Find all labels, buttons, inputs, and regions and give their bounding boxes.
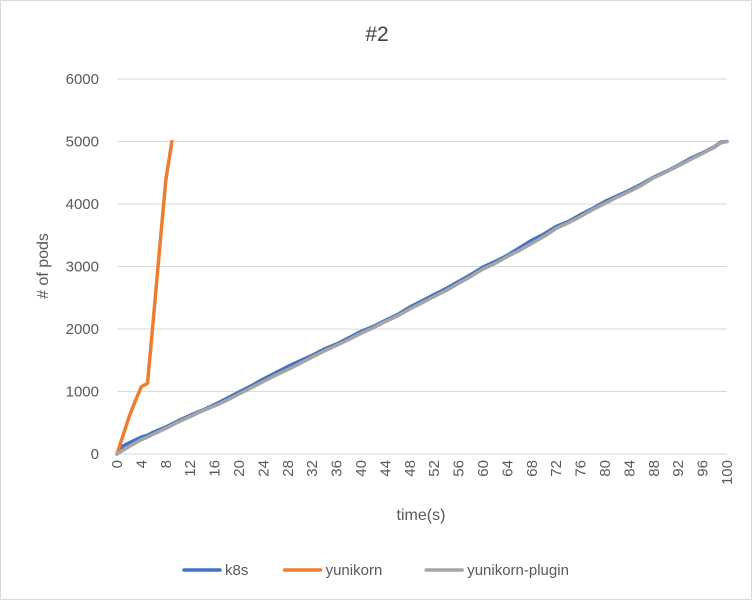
chart-title: #2: [365, 23, 389, 46]
x-axis-title: time(s): [397, 507, 446, 524]
x-tick-label: 80: [597, 460, 614, 477]
x-tick-label: 56: [451, 460, 468, 477]
x-tick-label: 40: [353, 460, 370, 477]
x-tick-label: 60: [475, 460, 492, 477]
series-line-yunikorn: [115, 139, 174, 456]
x-tick-label: 4: [133, 460, 150, 468]
x-tick-label: 44: [377, 460, 394, 477]
x-tick-label: 24: [255, 460, 272, 477]
x-tick-label: 12: [182, 460, 199, 477]
legend-label-yunikorn: yunikorn: [326, 562, 383, 579]
legend-label-yunikorn-plugin: yunikorn-plugin: [467, 562, 569, 579]
x-tick-label: 48: [402, 460, 419, 477]
x-tick-label: 96: [695, 460, 712, 477]
legend-label-k8s: k8s: [225, 562, 248, 579]
y-tick-label: 3000: [66, 259, 99, 276]
x-tick-label: 76: [573, 460, 590, 477]
legend: k8s yunikorn yunikorn-plugin: [182, 562, 569, 579]
y-tick-label: 0: [91, 446, 99, 463]
y-tick-label: 2000: [66, 321, 99, 338]
x-tick-label: 20: [231, 460, 248, 477]
series-line-yunikorn-plugin: [115, 139, 729, 456]
x-axis-ticks: 0 4 8 12 16 20 24 28 32 36 40 44 48 52 56 60 64 68 72 76 80 8…: [109, 460, 736, 485]
x-tick-label: 28: [280, 460, 297, 477]
gridlines: [117, 78, 727, 455]
x-tick-label: 64: [499, 460, 516, 477]
y-axis-ticks: 0 1000 2000 3000 4000 5000 6000: [66, 71, 99, 463]
x-tick-label: 100: [719, 460, 736, 485]
y-axis-title: # of pods: [35, 233, 52, 299]
y-tick-label: 1000: [66, 384, 99, 401]
y-tick-label: 5000: [66, 134, 99, 151]
series-lines: [115, 139, 729, 456]
x-tick-label: 88: [646, 460, 663, 477]
y-tick-label: 4000: [66, 196, 99, 213]
x-tick-label: 92: [670, 460, 687, 477]
y-tick-label: 6000: [66, 71, 99, 88]
x-tick-label: 8: [158, 460, 175, 468]
x-tick-label: 16: [207, 460, 224, 477]
x-tick-label: 72: [548, 460, 565, 477]
x-tick-label: 84: [621, 460, 638, 477]
x-tick-label: 32: [304, 460, 321, 477]
x-tick-label: 36: [329, 460, 346, 477]
x-tick-label: 52: [426, 460, 443, 477]
x-tick-label: 68: [524, 460, 541, 477]
x-tick-label: 0: [109, 460, 126, 468]
